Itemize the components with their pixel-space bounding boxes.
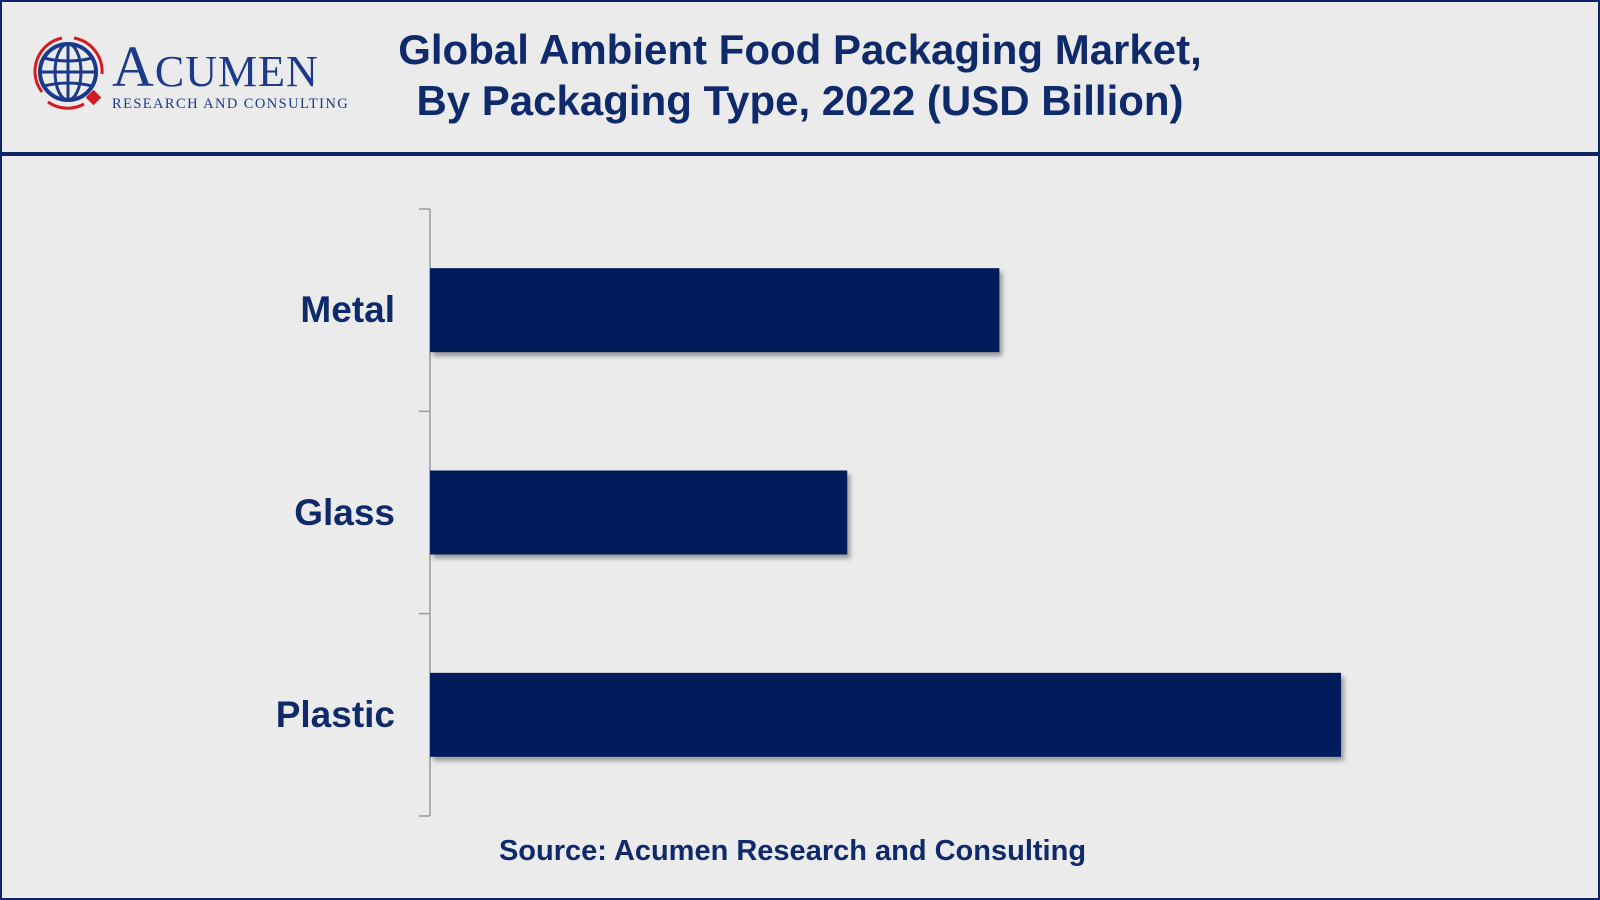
chart-title: Global Ambient Food Packaging Market, By… xyxy=(330,24,1270,126)
header: ACUMEN RESEARCH AND CONSULTING Global Am… xyxy=(0,0,1600,156)
category-label: Metal xyxy=(300,289,395,331)
globe-icon xyxy=(33,36,104,110)
bar-metal xyxy=(430,268,1000,353)
category-label: Glass xyxy=(294,491,395,533)
category-label: Plastic xyxy=(275,693,395,735)
logo-wordmark: ACUMEN xyxy=(112,34,319,99)
acumen-logo: ACUMEN RESEARCH AND CONSULTING xyxy=(32,34,362,114)
logo-subtitle: RESEARCH AND CONSULTING xyxy=(112,96,350,112)
bar-plastic xyxy=(430,672,1341,757)
title-line-1: Global Ambient Food Packaging Market, xyxy=(398,26,1202,73)
bar-glass xyxy=(430,470,848,555)
title-line-2: By Packaging Type, 2022 (USD Billion) xyxy=(416,77,1184,124)
source-note: Source: Acumen Research and Consulting xyxy=(498,835,1087,867)
